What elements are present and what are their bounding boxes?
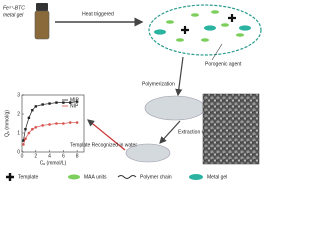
data-point (55, 101, 58, 104)
legend-icon (68, 174, 80, 180)
maa-unit (191, 13, 199, 17)
gel-label: metal gel (3, 12, 24, 18)
data-point (22, 139, 25, 142)
maa-unit (221, 23, 229, 27)
imprinted-polymer (125, 143, 171, 163)
data-point (31, 127, 34, 131)
x-tick-label: 2 (34, 153, 37, 159)
data-point (34, 105, 37, 108)
template-icon (228, 14, 236, 22)
data-point (69, 101, 72, 104)
legend-icon (189, 174, 203, 180)
data-point (41, 124, 44, 127)
porogen-label: Porogenic agent (205, 61, 242, 67)
data-point (62, 101, 65, 104)
metal-gel (154, 29, 166, 35)
data-point (22, 143, 25, 146)
x-tick-label: 6 (62, 153, 65, 159)
legend-label: NIP (70, 103, 79, 109)
step-label: Template Recognized in water (70, 142, 137, 148)
data-point (31, 109, 34, 112)
legend-label: MIP (70, 97, 80, 103)
y-axis-label: Qₑ (mmol/g) (4, 110, 10, 137)
legend-label: Template (18, 174, 39, 180)
data-point (24, 137, 27, 140)
vial (34, 10, 50, 40)
step-label: Heat triggered (82, 11, 114, 17)
graphical-abstract: Fe³⁺-BTC metal gel Heat triggered Poroge… (3, 3, 262, 181)
data-point (41, 103, 44, 106)
data-point (27, 131, 31, 135)
legend-label: MAA units (84, 174, 107, 180)
maa-unit (236, 33, 244, 37)
maa-unit (201, 38, 209, 42)
y-tick-label: 3 (17, 92, 20, 98)
metal-gel (204, 25, 216, 31)
arrow (175, 56, 184, 97)
data-point (55, 122, 58, 125)
arrow (87, 119, 126, 151)
maa-unit (211, 10, 219, 14)
vial-cap (36, 3, 48, 11)
sem-image (202, 93, 260, 165)
data-point (75, 121, 79, 124)
gel-label: Fe³⁺-BTC (3, 5, 25, 11)
legend-label: Metal gel (207, 174, 227, 180)
pointer (211, 43, 223, 61)
series-line (23, 122, 78, 145)
data-point (34, 126, 38, 129)
metal-gel (239, 25, 251, 31)
data-point (48, 123, 51, 126)
x-tick-label: 4 (48, 153, 51, 159)
step-label: Polymerization (142, 81, 175, 87)
arrow (159, 120, 181, 144)
legend-icon (117, 175, 137, 179)
data-point (75, 100, 79, 103)
template-icon (181, 26, 189, 34)
data-point (68, 121, 72, 124)
x-tick-label: 8 (76, 153, 79, 159)
x-tick-label: 0 (21, 153, 24, 159)
data-point (48, 102, 51, 105)
maa-unit (176, 38, 184, 42)
data-point (24, 128, 27, 131)
legend-label: Polymer chain (140, 174, 172, 180)
y-tick-label: 2 (17, 111, 20, 117)
y-tick-label: 0 (17, 149, 20, 155)
maa-unit (166, 20, 174, 24)
x-axis-label: Cₑ (mmol/L) (40, 160, 67, 166)
polymer (144, 95, 206, 121)
y-tick-label: 1 (17, 130, 20, 136)
plot-frame (21, 94, 85, 153)
data-point (27, 116, 31, 119)
legend-icon (6, 173, 14, 181)
data-point (62, 122, 65, 125)
